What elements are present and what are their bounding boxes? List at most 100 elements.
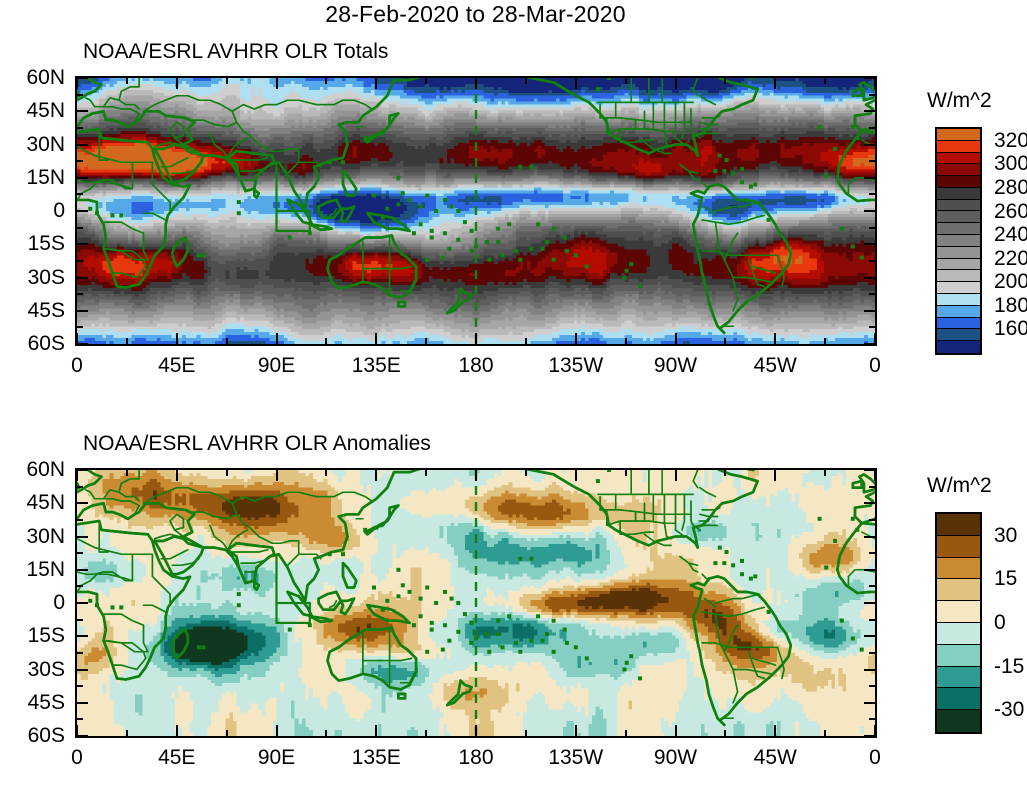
x-axis-tick	[325, 338, 328, 344]
y-axis-tick	[869, 326, 875, 329]
y-axis-tick	[77, 618, 83, 621]
x-axis-tick	[724, 78, 727, 84]
colorbar-swatch	[937, 246, 980, 259]
y-axis-tick	[864, 243, 875, 246]
y-axis-tick	[869, 293, 875, 296]
colorbar-swatch	[937, 211, 980, 224]
y-axis-tick	[869, 685, 875, 688]
y-axis-tick	[77, 469, 88, 471]
y-axis-tick	[869, 259, 875, 262]
y-axis-tick	[869, 585, 875, 588]
x-axis-tick	[76, 333, 78, 344]
x-axis-tick	[874, 470, 876, 481]
x-axis-tick	[674, 725, 677, 736]
y-axis-tick	[869, 93, 875, 96]
x-axis-tick	[874, 333, 876, 344]
colorbar-tick-label: 260	[994, 199, 1027, 223]
y-axis-label: 60S	[27, 724, 65, 747]
y-axis-tick	[77, 126, 83, 129]
y-axis-tick	[869, 618, 875, 621]
contour-field	[77, 78, 875, 344]
x-axis-label: 45W	[753, 746, 797, 769]
y-axis-tick	[77, 143, 88, 146]
colorbar-swatch	[937, 601, 980, 623]
x-axis-tick	[475, 470, 477, 481]
y-axis-label: 15N	[26, 557, 65, 581]
colorbar-tick-label: 320	[994, 128, 1027, 152]
x-axis-tick	[674, 78, 677, 89]
map-plot-totals[interactable]	[75, 76, 877, 346]
y-axis-tick	[869, 718, 875, 721]
colorbar-swatch	[937, 199, 980, 212]
y-axis-label: 60S	[27, 332, 65, 355]
x-axis-tick	[76, 78, 78, 89]
x-axis-tick	[574, 725, 577, 736]
y-axis-tick	[77, 735, 88, 737]
y-axis-tick	[864, 469, 875, 471]
x-axis-tick	[475, 78, 477, 89]
x-axis-tick	[125, 730, 128, 736]
x-axis-label: 90W	[653, 746, 698, 769]
x-axis-label: 180	[458, 354, 494, 377]
y-axis-tick	[77, 110, 88, 113]
y-axis-tick	[77, 326, 83, 329]
y-axis-tick	[77, 176, 88, 179]
x-axis-tick	[774, 725, 777, 736]
y-axis-tick	[77, 193, 83, 196]
political-borders	[77, 78, 875, 328]
y-axis-tick	[864, 602, 875, 604]
colorbar-swatch	[937, 223, 980, 236]
x-axis-label: 0	[71, 354, 83, 377]
y-axis-tick	[869, 160, 875, 163]
political-borders	[77, 470, 875, 720]
x-axis-tick	[524, 78, 527, 84]
x-axis-label: 0	[869, 354, 881, 377]
y-axis-label: 30N	[26, 132, 65, 156]
y-axis-tick	[77, 485, 83, 488]
colorbar-anomalies[interactable]	[935, 512, 982, 734]
x-axis-tick	[125, 78, 128, 84]
x-axis-tick	[275, 333, 278, 344]
y-axis-label: 45S	[27, 298, 65, 322]
x-axis-tick	[375, 470, 378, 481]
colorbar-tick-label: 0	[994, 611, 1006, 634]
y-axis-tick	[864, 535, 875, 538]
x-axis-tick	[774, 333, 777, 344]
y-axis-tick	[77, 685, 83, 688]
y-axis-tick	[77, 343, 88, 345]
x-axis-tick	[724, 470, 727, 476]
y-axis-tick	[77, 226, 83, 229]
x-axis-label: 90E	[257, 354, 296, 377]
coastlines	[77, 78, 875, 335]
region-box-marker	[275, 209, 311, 232]
y-axis-tick	[77, 718, 83, 721]
colorbar-swatch	[937, 129, 980, 141]
colorbar-swatch	[937, 317, 980, 330]
region-box-marker	[275, 601, 311, 624]
colorbar-swatch	[937, 644, 980, 667]
x-axis-label: 90W	[653, 354, 698, 377]
x-axis-label: 45E	[158, 746, 196, 769]
map-plot-anomalies[interactable]	[75, 468, 877, 738]
colorbar-swatch	[937, 258, 980, 271]
x-axis-tick	[76, 470, 78, 481]
colorbar-swatch	[937, 176, 980, 188]
y-axis-tick	[77, 701, 88, 704]
x-axis-tick	[824, 338, 827, 344]
x-axis-tick	[425, 470, 428, 476]
x-axis-tick	[574, 78, 577, 89]
colorbar-tick-label: -30	[994, 698, 1025, 722]
x-axis-tick	[175, 725, 178, 736]
y-axis-tick	[77, 77, 88, 79]
colorbar-totals[interactable]	[935, 127, 982, 355]
x-axis-tick	[325, 470, 328, 476]
y-axis-tick	[864, 568, 875, 571]
x-axis-tick	[125, 338, 128, 344]
x-axis-tick	[724, 338, 727, 344]
y-axis-label: 60N	[26, 458, 65, 481]
panel-title-anomalies: NOAA/ESRL AVHRR OLR Anomalies	[83, 432, 431, 455]
y-axis-label: 15N	[26, 165, 65, 189]
x-axis-tick	[375, 725, 378, 736]
